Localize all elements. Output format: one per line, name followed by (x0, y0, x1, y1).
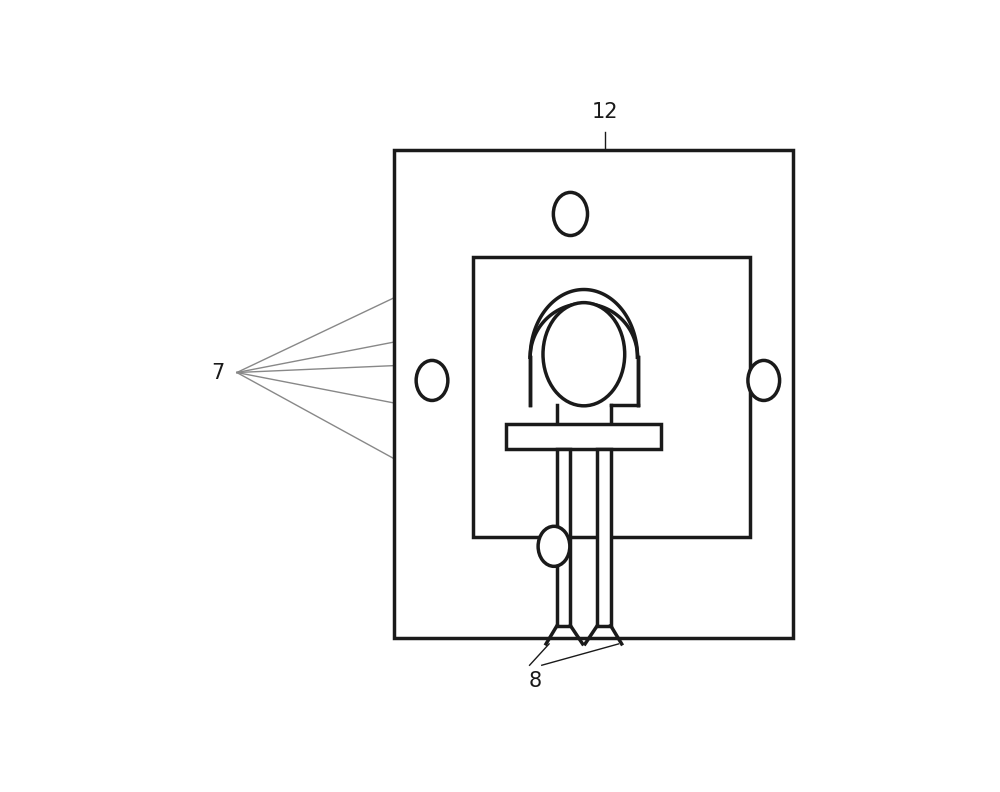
Ellipse shape (543, 303, 625, 406)
Ellipse shape (748, 360, 780, 401)
Bar (597, 449, 611, 626)
Ellipse shape (553, 192, 588, 235)
Text: 7: 7 (211, 363, 225, 383)
Bar (506, 425, 661, 449)
Bar (394, 150, 793, 638)
Bar (557, 449, 570, 626)
Bar (473, 257, 750, 537)
Text: 12: 12 (592, 102, 618, 123)
Text: 8: 8 (529, 672, 542, 691)
Ellipse shape (416, 360, 448, 401)
Ellipse shape (538, 527, 570, 566)
